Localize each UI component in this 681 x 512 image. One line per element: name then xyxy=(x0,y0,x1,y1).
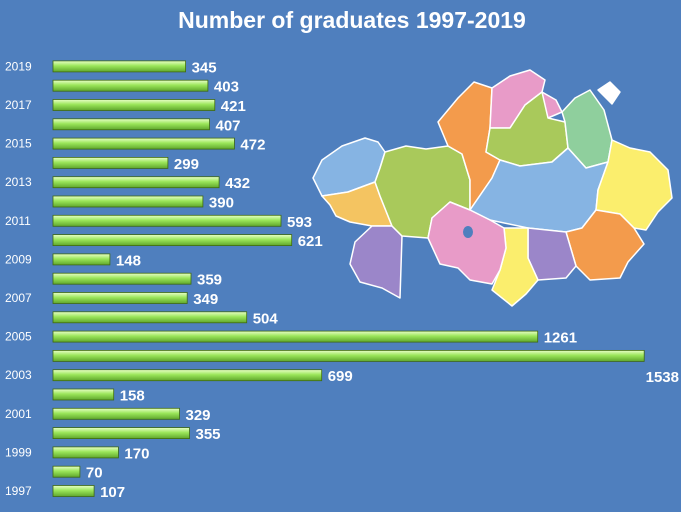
bar-1998 xyxy=(52,465,81,478)
map-region xyxy=(597,81,621,105)
data-label-2007: 349 xyxy=(193,291,218,308)
bar-2016 xyxy=(52,118,210,131)
data-labels: 107 70 170 355 329 158 699 1538 1261 504 349 359 148… xyxy=(86,59,679,501)
bar-2019 xyxy=(52,60,187,73)
data-label-2018: 403 xyxy=(214,79,239,96)
data-label-2011: 593 xyxy=(287,214,312,231)
bar-2008 xyxy=(52,272,192,285)
bar-2014 xyxy=(52,156,169,169)
data-label-2000: 355 xyxy=(196,426,221,443)
bar-2004 xyxy=(52,349,645,362)
y-axis-ticks: 1997 1999 2001 2003 2005 2007 2009 2011 2013 2015… xyxy=(5,59,32,498)
data-label-2014: 299 xyxy=(174,156,199,173)
bar-2017 xyxy=(52,99,216,111)
bar-2013 xyxy=(52,176,220,189)
region-map-illustration xyxy=(312,69,673,307)
bar-2011 xyxy=(52,214,282,227)
bar-2009 xyxy=(52,253,111,266)
y-tick-label-2011: 2011 xyxy=(5,214,31,228)
y-tick-label-2015: 2015 xyxy=(5,137,32,151)
data-label-2013: 432 xyxy=(225,175,250,192)
bar-2003 xyxy=(52,369,323,382)
data-label-2019: 345 xyxy=(192,59,217,76)
bar-2006 xyxy=(52,311,248,324)
data-label-2012: 390 xyxy=(209,195,234,212)
y-tick-label-2001: 2001 xyxy=(5,407,32,421)
data-label-1997: 107 xyxy=(100,484,125,501)
map-region xyxy=(349,225,403,299)
y-tick-label-2013: 2013 xyxy=(5,175,32,189)
chart-title: Number of graduates 1997-2019 xyxy=(178,7,526,33)
y-tick-label-1997: 1997 xyxy=(5,484,32,498)
y-tick-label-1999: 1999 xyxy=(5,445,32,459)
bar-1999 xyxy=(52,446,119,459)
bar-2001 xyxy=(52,407,180,420)
y-tick-label-2003: 2003 xyxy=(5,368,32,382)
y-tick-label-2009: 2009 xyxy=(5,252,32,266)
data-label-2017: 421 xyxy=(221,98,246,115)
map-region xyxy=(427,201,507,285)
data-label-1998: 70 xyxy=(86,465,103,482)
bars xyxy=(52,60,645,497)
data-label-2001: 329 xyxy=(186,407,211,424)
data-label-2016: 407 xyxy=(216,117,241,134)
y-tick-label-2007: 2007 xyxy=(5,291,32,305)
data-label-2015: 472 xyxy=(240,137,265,154)
y-tick-label-2017: 2017 xyxy=(5,98,32,112)
bar-2018 xyxy=(52,79,209,92)
bar-2012 xyxy=(52,195,204,208)
data-label-2005: 1261 xyxy=(544,330,577,347)
data-label-2009: 148 xyxy=(116,252,141,269)
data-label-2002: 158 xyxy=(120,388,145,405)
bar-1997 xyxy=(52,485,95,497)
data-label-2008: 359 xyxy=(197,272,222,289)
map-lake xyxy=(463,226,473,238)
bar-2005 xyxy=(52,330,539,343)
data-label-2003: 699 xyxy=(328,368,353,385)
bar-2000 xyxy=(52,427,190,440)
data-label-2004: 1538 xyxy=(646,369,679,386)
map-region xyxy=(565,209,645,281)
y-tick-label-2005: 2005 xyxy=(5,330,32,344)
bar-2002 xyxy=(52,388,115,401)
bar-2007 xyxy=(52,292,188,304)
y-tick-label-2019: 2019 xyxy=(5,59,32,73)
bar-2015 xyxy=(52,137,235,150)
data-label-2006: 504 xyxy=(253,310,279,327)
bar-2010 xyxy=(52,234,293,247)
data-label-1999: 170 xyxy=(124,445,149,462)
data-label-2010: 621 xyxy=(298,233,323,250)
